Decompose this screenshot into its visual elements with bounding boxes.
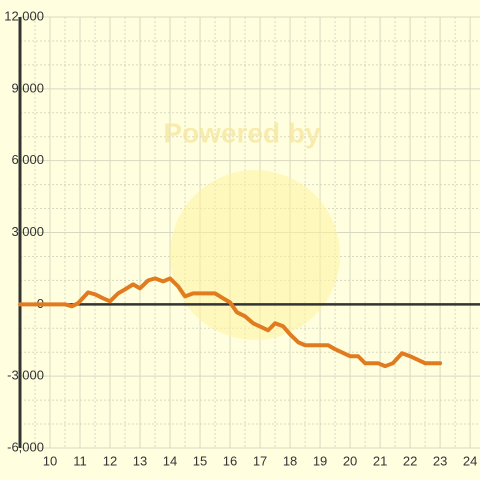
y-tick-label: -3,000 xyxy=(7,368,44,383)
y-tick-label: 9,000 xyxy=(11,80,44,95)
x-tick-label: 23 xyxy=(433,453,447,468)
y-tick-label: 3,000 xyxy=(11,224,44,239)
x-tick-label: 17 xyxy=(253,453,267,468)
x-tick-label: 10 xyxy=(43,453,57,468)
y-tick-label: 12,000 xyxy=(4,8,44,23)
x-tick-label: 12 xyxy=(103,453,117,468)
x-tick-label: 14 xyxy=(163,453,177,468)
x-tick-label: 18 xyxy=(283,453,297,468)
x-tick-label: 21 xyxy=(373,453,387,468)
x-tick-label: 15 xyxy=(193,453,207,468)
x-tick-label: 24 xyxy=(463,453,477,468)
y-tick-label: -6,000 xyxy=(7,439,44,454)
watermark-logo xyxy=(170,170,340,340)
x-tick-label: 22 xyxy=(403,453,417,468)
x-tick-label: 16 xyxy=(223,453,237,468)
y-tick-label: 6,000 xyxy=(11,152,44,167)
data-line xyxy=(18,276,443,369)
x-tick-label: 20 xyxy=(343,453,357,468)
watermark: Powered by xyxy=(163,117,321,148)
x-tick-label: 11 xyxy=(73,453,87,468)
x-tick-label: 19 xyxy=(313,453,327,468)
x-tick-label: 13 xyxy=(133,453,147,468)
